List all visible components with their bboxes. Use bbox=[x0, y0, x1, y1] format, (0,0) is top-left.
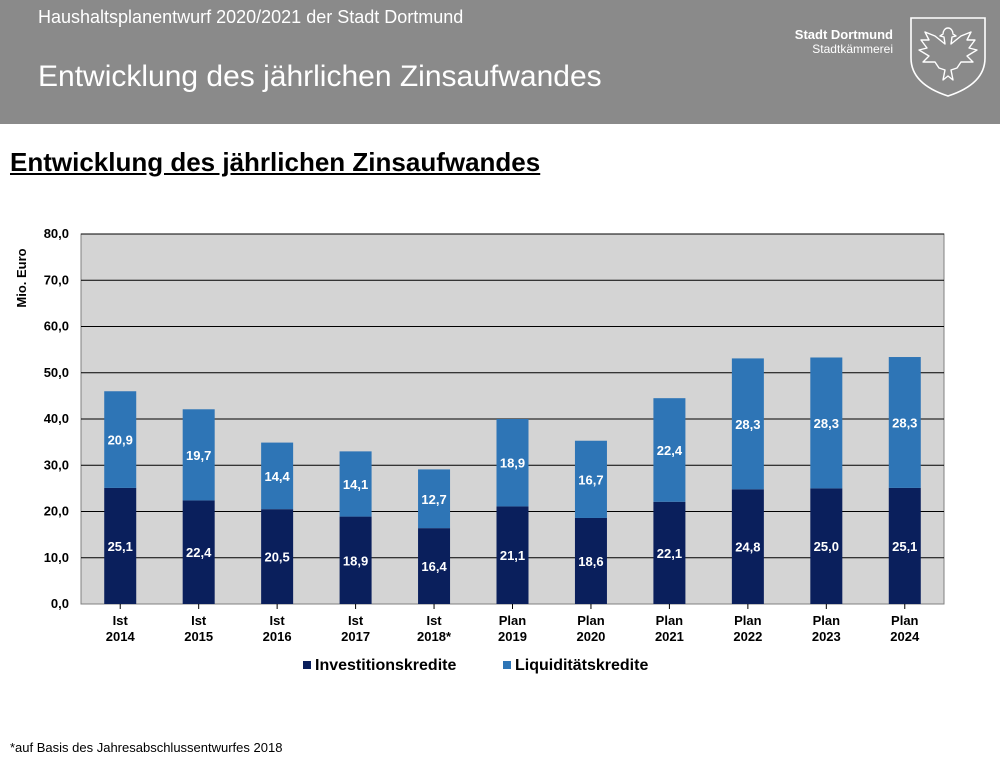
data-label: 18,6 bbox=[578, 554, 603, 569]
x-tick-label: Ist bbox=[270, 613, 286, 628]
data-label: 25,1 bbox=[892, 539, 917, 554]
y-tick-label: 40,0 bbox=[44, 411, 69, 426]
eagle-crest-icon bbox=[910, 17, 986, 97]
x-tick-label: 2020 bbox=[576, 629, 605, 644]
bar-investitionskredite bbox=[731, 489, 764, 604]
data-label: 14,4 bbox=[264, 469, 290, 484]
data-label: 20,5 bbox=[264, 550, 289, 565]
stacked-bar-chart: 0,0 10,0 20,0 30,0 40,0 50,0 60,0 70,0 80,0 Mio. … bbox=[14, 226, 945, 674]
bar-investitionskredite bbox=[496, 506, 529, 604]
bar-liquiditaetskredite bbox=[574, 440, 607, 518]
bar-liquiditaetskredite bbox=[888, 357, 921, 488]
bar-liquiditaetskredite bbox=[339, 451, 372, 517]
data-label: 16,4 bbox=[421, 559, 447, 574]
y-tick-label: 70,0 bbox=[44, 272, 69, 287]
bar-liquiditaetskredite bbox=[653, 398, 686, 502]
brand-name: Stadt Dortmund bbox=[794, 27, 893, 42]
section-title: Entwicklung des jährlichen Zinsaufwandes bbox=[10, 147, 541, 177]
bar-investitionskredite bbox=[261, 509, 294, 604]
bar-investitionskredite bbox=[418, 528, 451, 604]
bar-liquiditaetskredite bbox=[810, 357, 843, 489]
x-tick-label: Ist bbox=[426, 613, 442, 628]
y-tick-label: 50,0 bbox=[44, 365, 69, 380]
data-label: 14,1 bbox=[343, 477, 368, 492]
header-banner: Haushaltsplanentwurf 2020/2021 der Stadt… bbox=[0, 0, 1000, 124]
data-label: 20,9 bbox=[108, 433, 133, 448]
bar-liquiditaetskredite bbox=[261, 442, 294, 510]
bar-investitionskredite bbox=[339, 516, 372, 604]
data-label: 25,0 bbox=[814, 539, 839, 554]
data-label: 28,3 bbox=[814, 416, 839, 431]
y-tick-label: 0,0 bbox=[51, 596, 69, 611]
y-tick-label: 10,0 bbox=[44, 550, 69, 565]
x-tick-label: Ist bbox=[348, 613, 364, 628]
x-tick-label: 2024 bbox=[890, 629, 920, 644]
bar-liquiditaetskredite bbox=[104, 391, 137, 488]
data-label: 28,3 bbox=[892, 415, 917, 430]
y-tick-label: 20,0 bbox=[44, 504, 69, 519]
data-label: 18,9 bbox=[500, 456, 525, 471]
data-label: 25,1 bbox=[108, 539, 133, 554]
legend-label-liquiditaetskredite: Liquiditätskredite bbox=[515, 657, 648, 674]
bar-liquiditaetskredite bbox=[418, 469, 451, 529]
bar-investitionskredite bbox=[653, 501, 686, 604]
y-tick-label: 80,0 bbox=[44, 226, 69, 241]
x-tick-label: Plan bbox=[734, 613, 762, 628]
legend-label-investitionskredite: Investitionskredite bbox=[315, 657, 456, 674]
data-label: 16,7 bbox=[578, 472, 603, 487]
x-tick-label: 2023 bbox=[812, 629, 841, 644]
data-label: 28,3 bbox=[735, 417, 760, 432]
y-tick-label: 30,0 bbox=[44, 457, 69, 472]
x-tick-label: 2021 bbox=[655, 629, 684, 644]
x-tick-label: 2017 bbox=[341, 629, 370, 644]
y-tick-label: 60,0 bbox=[44, 319, 69, 334]
x-tick-label: Ist bbox=[191, 613, 207, 628]
x-tick-label: Plan bbox=[813, 613, 841, 628]
footnote: *auf Basis des Jahresabschlussentwurfes … bbox=[10, 740, 283, 755]
data-label: 19,7 bbox=[186, 448, 211, 463]
x-tick-label: Plan bbox=[499, 613, 527, 628]
x-tick-label: 2014 bbox=[106, 629, 136, 644]
data-label: 22,4 bbox=[657, 443, 683, 458]
bar-investitionskredite bbox=[574, 517, 607, 604]
bar-investitionskredite bbox=[810, 488, 843, 604]
brand-dept: Stadtkämmerei bbox=[812, 42, 893, 56]
x-tick-label: Ist bbox=[113, 613, 129, 628]
bar-liquiditaetskredite bbox=[496, 419, 529, 507]
legend-swatch-liquiditaetskredite bbox=[503, 661, 511, 669]
bar-investitionskredite bbox=[888, 487, 921, 604]
x-tick-label: 2019 bbox=[498, 629, 527, 644]
x-tick-label: 2018* bbox=[417, 629, 452, 644]
x-tick-label: Plan bbox=[577, 613, 605, 628]
bar-liquiditaetskredite bbox=[731, 358, 764, 490]
data-label: 22,1 bbox=[657, 546, 682, 561]
header-subtitle: Haushaltsplanentwurf 2020/2021 der Stadt… bbox=[38, 7, 464, 27]
data-label: 12,7 bbox=[421, 492, 446, 507]
x-tick-label: 2016 bbox=[263, 629, 292, 644]
x-tick-label: Plan bbox=[656, 613, 684, 628]
brand-block: Stadt Dortmund Stadtkämmerei bbox=[795, 27, 893, 57]
data-label: 18,9 bbox=[343, 553, 368, 568]
x-tick-label: Plan bbox=[891, 613, 919, 628]
data-label: 21,1 bbox=[500, 548, 525, 563]
data-label: 24,8 bbox=[735, 540, 760, 555]
data-label: 22,4 bbox=[186, 545, 212, 560]
bar-investitionskredite bbox=[182, 500, 215, 604]
bar-liquiditaetskredite bbox=[182, 409, 215, 501]
y-axis-label: Mio. Euro bbox=[14, 248, 29, 307]
header-title: Entwicklung des jährlichen Zinsaufwandes bbox=[38, 60, 602, 93]
legend-swatch-investitionskredite bbox=[303, 661, 311, 669]
bar-investitionskredite bbox=[104, 487, 137, 604]
x-tick-label: 2015 bbox=[184, 629, 213, 644]
x-tick-label: 2022 bbox=[733, 629, 762, 644]
